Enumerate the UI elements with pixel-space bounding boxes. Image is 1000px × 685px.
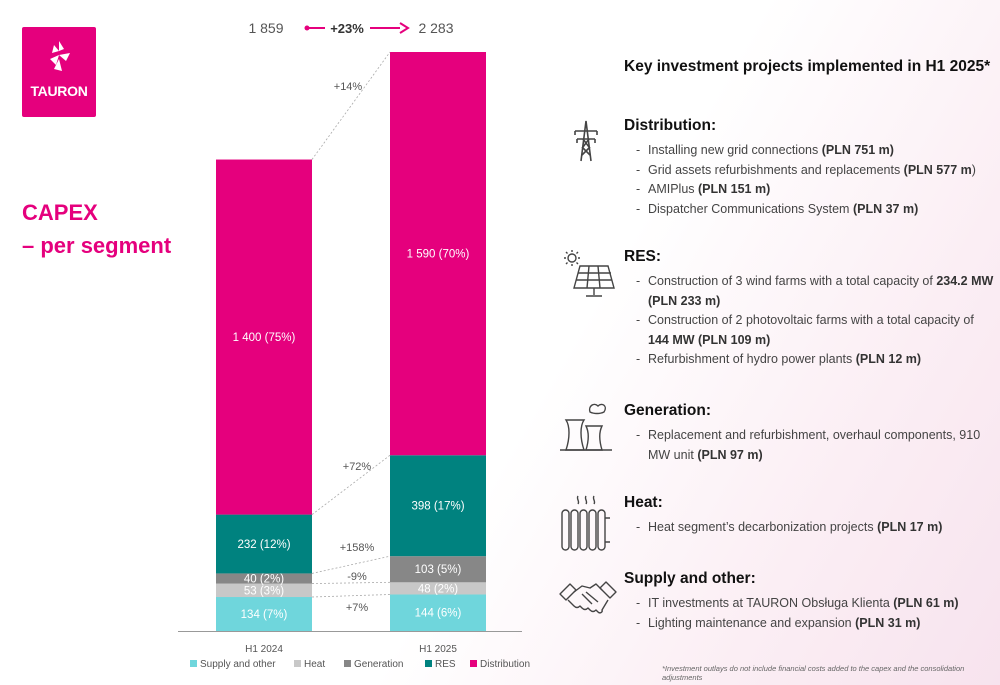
legend-swatch xyxy=(425,660,432,667)
category-label: H1 2024 xyxy=(245,644,283,655)
list-item: Construction of 3 wind farms with a tota… xyxy=(636,272,996,311)
legend-label: Distribution xyxy=(480,659,530,670)
section-title: Distribution: xyxy=(624,117,716,135)
data-label: 1 590 (70%) xyxy=(407,249,470,261)
change-label: +158% xyxy=(340,542,375,554)
change-label: +14% xyxy=(334,81,363,93)
connector-line xyxy=(312,594,390,597)
radiator-icon xyxy=(558,494,618,554)
power-tower-icon xyxy=(558,117,614,163)
data-label: 134 (7%) xyxy=(241,609,288,621)
connector-line xyxy=(312,52,390,160)
list-item: Heat segment’s decarbonization projects … xyxy=(636,518,996,538)
legend-label: RES xyxy=(435,659,456,670)
section-list: Replacement and refurbishment, overhaul … xyxy=(636,426,996,465)
panel-title: Key investment projects implemented in H… xyxy=(624,58,990,76)
list-item: Lighting maintenance and expansion (PLN … xyxy=(636,614,996,634)
list-item: Installing new grid connections (PLN 751… xyxy=(636,141,996,161)
data-label: 232 (12%) xyxy=(237,539,290,551)
section-title: Supply and other: xyxy=(624,570,756,588)
legend-swatch xyxy=(344,660,351,667)
total-label: 1 859 xyxy=(248,20,283,36)
legend-swatch xyxy=(470,660,477,667)
change-label: +72% xyxy=(343,461,372,473)
data-label: 40 (2%) xyxy=(244,574,284,586)
data-label: 144 (6%) xyxy=(415,608,462,620)
data-label: 398 (17%) xyxy=(411,501,464,513)
data-label: 1 400 (75%) xyxy=(233,332,296,344)
capex-stacked-bar-chart: 134 (7%) 53 (3%)40 (2%) 232 (12%) 1 400 (75… xyxy=(0,0,560,685)
data-label: 103 (5%) xyxy=(415,564,462,576)
section-title: RES: xyxy=(624,248,661,266)
list-item: Construction of 2 photovoltaic farms wit… xyxy=(636,311,996,350)
list-item: AMIPlus (PLN 151 m) xyxy=(636,180,996,200)
section-list: Construction of 3 wind farms with a tota… xyxy=(636,272,996,370)
total-change-label: +23% xyxy=(330,21,364,36)
list-item: Replacement and refurbishment, overhaul … xyxy=(636,426,996,465)
legend-swatch xyxy=(294,660,301,667)
arrow-head xyxy=(400,23,408,33)
change-label: +7% xyxy=(346,602,369,614)
list-item: IT investments at TAURON Obsługa Klienta… xyxy=(636,594,996,614)
data-label: 53 (3%) xyxy=(244,585,284,597)
total-label: 2 283 xyxy=(418,20,453,36)
legend-label: Supply and other xyxy=(200,659,276,670)
section-list: IT investments at TAURON Obsługa Klienta… xyxy=(636,594,996,633)
list-item: Refurbishment of hydro power plants (PLN… xyxy=(636,350,996,370)
category-label: H1 2025 xyxy=(419,644,457,655)
list-item: Dispatcher Communications System (PLN 37… xyxy=(636,200,996,220)
legend-label: Generation xyxy=(354,659,403,670)
section-list: Heat segment’s decarbonization projects … xyxy=(636,518,996,538)
handshake-icon xyxy=(558,570,618,622)
legend-swatch xyxy=(190,660,197,667)
section-title: Generation: xyxy=(624,402,711,420)
footnote: *Investment outlays do not include finan… xyxy=(662,664,1000,682)
legend-label: Heat xyxy=(304,659,325,670)
list-item: Grid assets refurbishments and replaceme… xyxy=(636,161,996,181)
section-list: Installing new grid connections (PLN 751… xyxy=(636,141,996,219)
section-title: Heat: xyxy=(624,494,663,512)
cooling-tower-icon xyxy=(558,402,618,452)
change-label: -9% xyxy=(347,571,367,583)
data-label: 48 (2%) xyxy=(418,583,458,595)
solar-panel-icon xyxy=(558,248,618,300)
